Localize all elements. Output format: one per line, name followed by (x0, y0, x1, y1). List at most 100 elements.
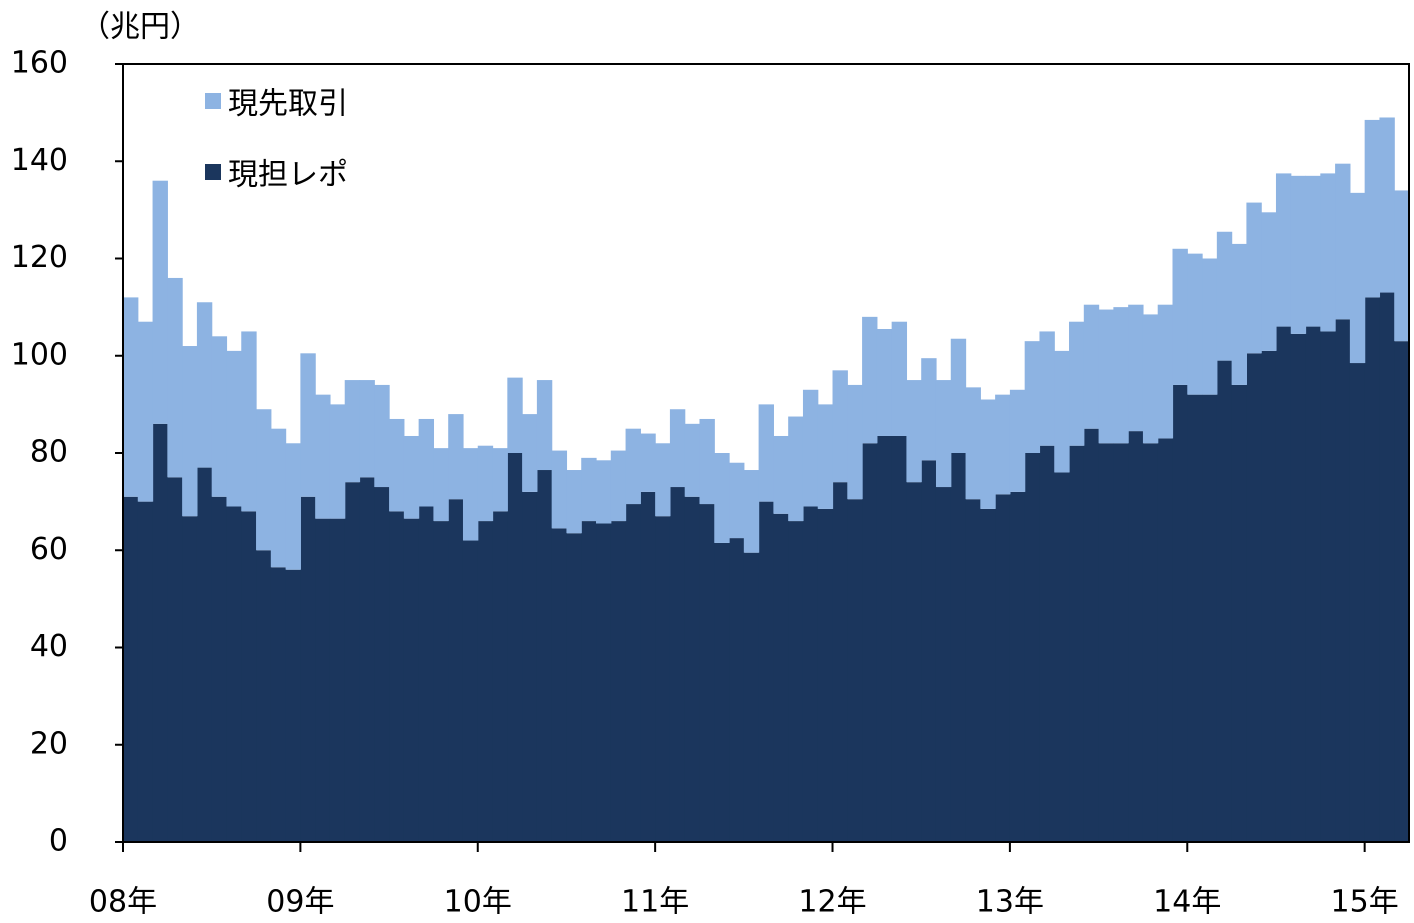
bar (1142, 314, 1159, 444)
bar (315, 394, 331, 519)
bar (965, 499, 981, 842)
bar (773, 513, 789, 842)
bar (788, 521, 804, 842)
bar (669, 409, 686, 488)
bar (167, 477, 183, 842)
bar (995, 394, 1011, 495)
bar (684, 496, 701, 842)
bar (344, 380, 361, 483)
bar (196, 302, 213, 468)
legend-label: 現担レポ (228, 158, 348, 193)
bar (374, 487, 390, 842)
bar (1231, 243, 1248, 385)
y-tick-label: 20 (30, 726, 68, 761)
bar (1320, 331, 1336, 842)
bar (1187, 394, 1203, 842)
bar (640, 491, 656, 842)
bar (1275, 173, 1292, 327)
bar (596, 460, 612, 524)
bar (1320, 173, 1336, 332)
bar (522, 491, 538, 842)
bar (847, 499, 863, 842)
bar (817, 404, 834, 509)
bar (1187, 253, 1203, 395)
bar (655, 516, 671, 842)
bar (935, 380, 952, 488)
bar (1128, 304, 1144, 432)
bar (950, 453, 967, 842)
bar (1039, 445, 1055, 842)
x-tick-label: 08年 (89, 885, 157, 920)
bar (182, 516, 198, 842)
bar (1083, 304, 1100, 429)
bar (876, 329, 893, 436)
bar (418, 418, 435, 507)
bar (182, 346, 198, 517)
bar (891, 435, 908, 842)
bar (684, 423, 701, 497)
bar (935, 487, 952, 842)
bar (389, 418, 405, 512)
bar (522, 414, 538, 492)
bar (285, 569, 301, 842)
bar (566, 470, 582, 534)
bar (329, 404, 346, 519)
bar (1364, 297, 1381, 842)
bar (1157, 304, 1174, 439)
bar (226, 350, 242, 507)
bar (226, 506, 242, 842)
x-tick-label: 15年 (1331, 885, 1399, 920)
bar (743, 470, 760, 553)
bar (802, 389, 819, 507)
bar (1157, 438, 1174, 842)
bar (1083, 428, 1100, 842)
y-tick-label: 100 (11, 337, 68, 372)
bar (256, 409, 272, 551)
bar (1024, 341, 1041, 453)
bar (980, 399, 996, 509)
bar (906, 482, 922, 842)
bar (433, 521, 449, 842)
bar (862, 316, 878, 444)
bar (1069, 445, 1085, 842)
y-tick-label: 120 (11, 240, 68, 275)
y-tick-label: 80 (30, 435, 68, 470)
bar (300, 496, 316, 842)
bar (1246, 202, 1262, 354)
bar (137, 321, 154, 502)
bar (1128, 431, 1144, 842)
bar (581, 521, 597, 842)
bar (389, 511, 405, 842)
bar (123, 297, 139, 497)
bar (196, 467, 213, 842)
bar (758, 404, 774, 502)
bar (610, 450, 627, 522)
bar (270, 428, 287, 568)
bar (640, 433, 656, 492)
bar (359, 380, 375, 478)
bar (980, 508, 996, 842)
bar (477, 521, 494, 842)
bar (211, 336, 228, 497)
legend-swatch (205, 164, 221, 180)
bar (1305, 326, 1321, 842)
bar (256, 550, 272, 842)
bar (211, 496, 228, 842)
bar (817, 508, 834, 842)
bar (1172, 248, 1188, 385)
bar (788, 416, 804, 522)
y-tick-label: 0 (49, 824, 68, 859)
bar (492, 511, 508, 842)
bar (1098, 443, 1114, 842)
bar (1172, 384, 1188, 842)
bar (1305, 175, 1321, 327)
bar (876, 435, 893, 842)
y-tick-label: 140 (11, 143, 68, 178)
bar (581, 457, 597, 522)
x-tick-label: 14年 (1153, 885, 1221, 920)
bar (1275, 326, 1292, 842)
bar (1054, 472, 1070, 842)
bar (1335, 319, 1351, 842)
legend-swatch (205, 93, 221, 109)
bar (270, 567, 287, 842)
